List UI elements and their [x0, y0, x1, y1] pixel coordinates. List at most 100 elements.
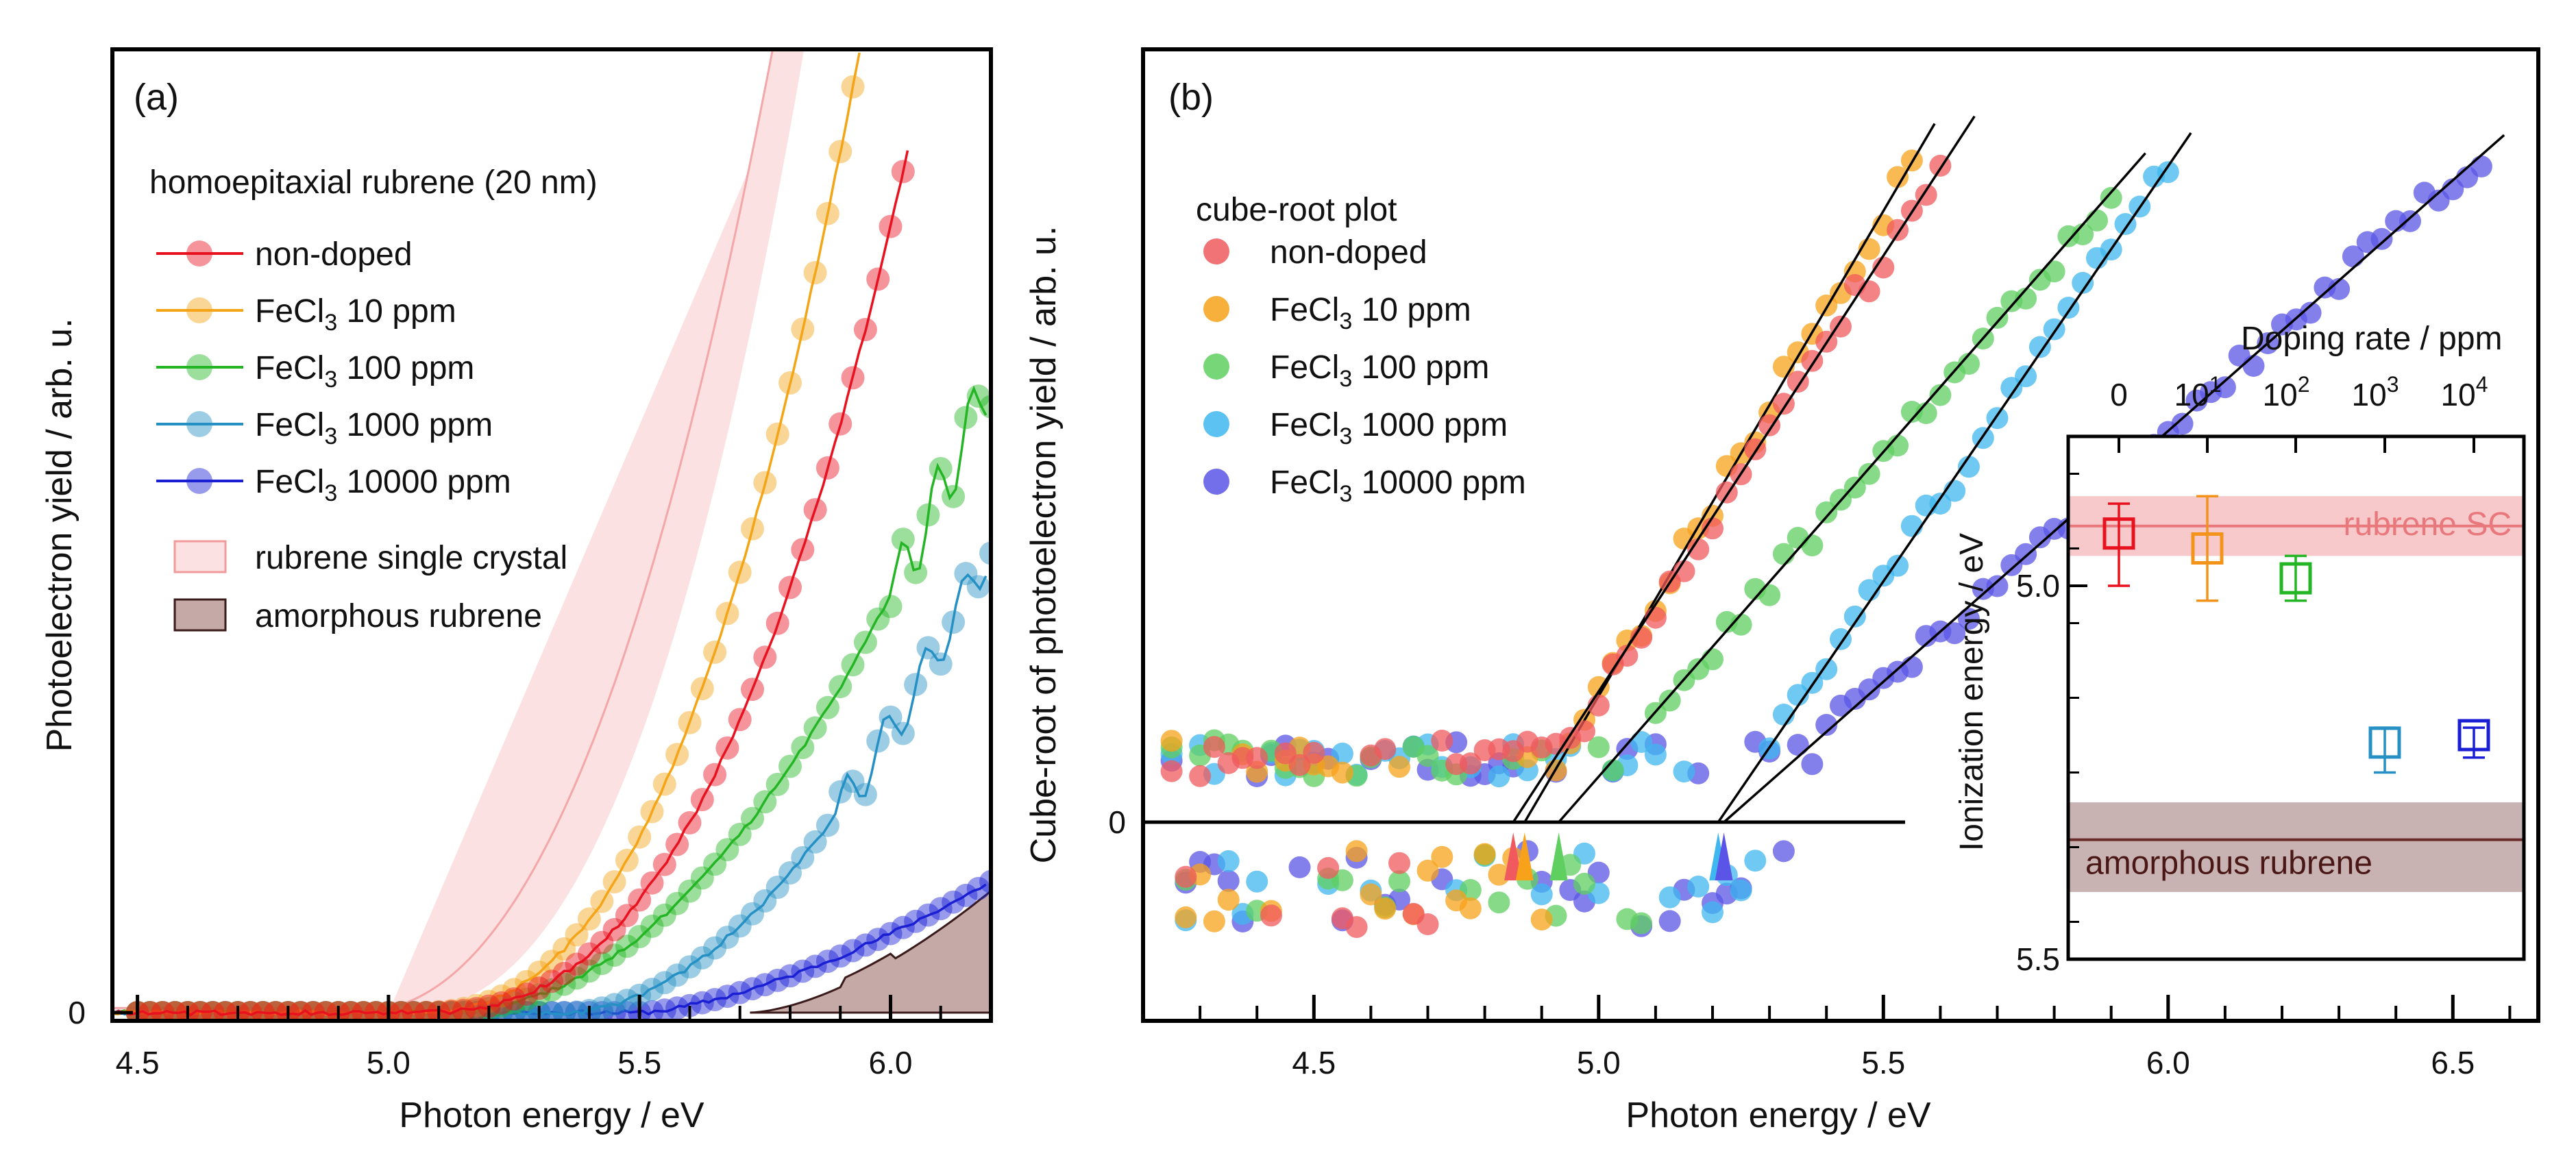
legend-text: FeCl: [255, 350, 324, 386]
data-point-nd: [489, 991, 513, 1015]
data-point-d100: [1986, 306, 2009, 329]
legend-text: FeCl: [255, 464, 324, 500]
data-point-d1000: [966, 575, 990, 599]
data-point-d10: [1203, 910, 1225, 932]
series-line-nd: [112, 150, 909, 1017]
data-point-d10: [791, 317, 815, 341]
data-point-inset: [2279, 562, 2312, 595]
data-point-d10: [151, 1001, 175, 1021]
data-point-d100: [741, 806, 764, 830]
data-point-d10: [652, 772, 676, 796]
data-point-d10000: [2328, 277, 2351, 300]
data-point-nd: [527, 976, 551, 1000]
data-point-d1000: [1217, 850, 1240, 872]
data-point-nd: [151, 1001, 175, 1021]
legend-text: 10 ppm: [337, 293, 456, 330]
data-point-nd: [1687, 538, 1710, 560]
data-point-d10000: [2299, 301, 2322, 324]
data-point-d1000: [1929, 493, 1952, 515]
data-point-inset: [2191, 532, 2224, 565]
legend-text: FeCl: [1270, 465, 1339, 501]
data-point-d1000: [138, 1001, 162, 1021]
data-point-d10: [778, 371, 802, 395]
data-point-d10: [465, 993, 489, 1017]
legend-marker-d100: [186, 354, 212, 380]
data-point-nd: [389, 1001, 413, 1021]
data-point-d1000: [815, 813, 839, 837]
data-point-nd: [414, 1000, 438, 1021]
data-point-nd: [565, 952, 589, 976]
data-point-d10: [1530, 908, 1553, 931]
data-point-d100: [765, 772, 789, 796]
data-point-d100: [339, 1001, 363, 1021]
data-point-nd: [879, 214, 903, 238]
data-point-d100: [2015, 287, 2037, 310]
panel-b-label: (b): [1168, 77, 1214, 118]
data-point-d10000: [652, 998, 676, 1021]
data-point-d10: [1374, 898, 1397, 920]
panel-b-ylabel: Cube-root of photoelectron yield / arb. …: [1024, 226, 1064, 864]
data-point-d10: [540, 950, 563, 974]
data-point-d10000: [929, 897, 953, 921]
data-point-nd: [715, 736, 739, 760]
x-tick-label: 4.5: [1292, 1045, 1336, 1080]
data-point-d100: [904, 560, 928, 584]
data-point-d1000: [853, 782, 877, 806]
legend-marker-d10: [186, 297, 212, 323]
fit-line-d100: [1558, 152, 2146, 824]
data-point-d1000: [2157, 161, 2179, 184]
inset-y-tick-label: 5.5: [2016, 941, 2060, 977]
tick-base: 10: [2263, 377, 2298, 412]
x-tick-label: 4.5: [116, 1045, 160, 1080]
data-point-d100: [2100, 186, 2122, 209]
data-point-d10: [841, 75, 865, 99]
inset-xlabel: Doping rate / ppm: [2241, 321, 2503, 357]
data-point-d1000: [1887, 554, 1909, 577]
data-point-d100: [552, 972, 576, 996]
data-point-d10: [565, 923, 589, 947]
data-point-d100: [1758, 584, 1781, 606]
data-point-d10000: [2213, 376, 2236, 399]
legend-label-amorphous: amorphous rubrene: [255, 598, 542, 634]
data-point-d100: [703, 852, 727, 876]
data-point-d10: [1473, 843, 1496, 865]
data-point-nd: [339, 1001, 363, 1021]
x-tick-label: 5.0: [367, 1045, 410, 1080]
data-point-d10: [640, 800, 664, 824]
data-point-d100: [1702, 648, 1724, 671]
band-label-amorphous: amorphous rubrene: [2085, 845, 2372, 882]
legend-label-nd: non-doped: [1270, 234, 1427, 271]
data-point-d100: [866, 607, 890, 631]
legend-text: 10 ppm: [1352, 292, 1471, 328]
data-point-d1000: [916, 636, 940, 660]
panel-b-title: cube-root plot: [1196, 192, 1397, 228]
data-point-d1000: [741, 902, 764, 926]
tick-base: 10: [2174, 377, 2209, 412]
data-point-d1000: [314, 1001, 338, 1021]
panel-a-ylabel: Photoelectron yield / arb. u.: [40, 318, 79, 752]
data-point-d1000: [929, 652, 953, 676]
data-point-nd: [891, 160, 915, 184]
legend-label-nd: non-doped: [255, 236, 413, 273]
band-1: [2068, 802, 2524, 892]
data-point-nd: [765, 611, 789, 635]
legend-marker-d1000: [186, 411, 212, 437]
data-point-nd: [352, 1001, 376, 1021]
data-point-d10: [1160, 730, 1183, 752]
data-point-nd: [1388, 852, 1410, 874]
data-point-d10000: [966, 876, 990, 900]
data-point-nd: [1345, 916, 1368, 939]
legend-subscript: 3: [1339, 308, 1352, 334]
data-point-d100: [1630, 912, 1653, 935]
data-point-nd: [515, 982, 539, 1006]
data-point-d100: [1958, 353, 1980, 375]
data-point-d1000: [728, 914, 752, 938]
x-tick-label: 6.5: [2431, 1045, 2475, 1080]
data-point-d10: [803, 261, 827, 284]
data-point-nd: [1830, 315, 1852, 338]
data-point-d100: [2086, 209, 2108, 232]
data-point-d1000: [1630, 731, 1653, 753]
legend-label-d100: FeCl3 100 ppm: [255, 350, 474, 393]
data-point-inset: [2102, 517, 2135, 550]
